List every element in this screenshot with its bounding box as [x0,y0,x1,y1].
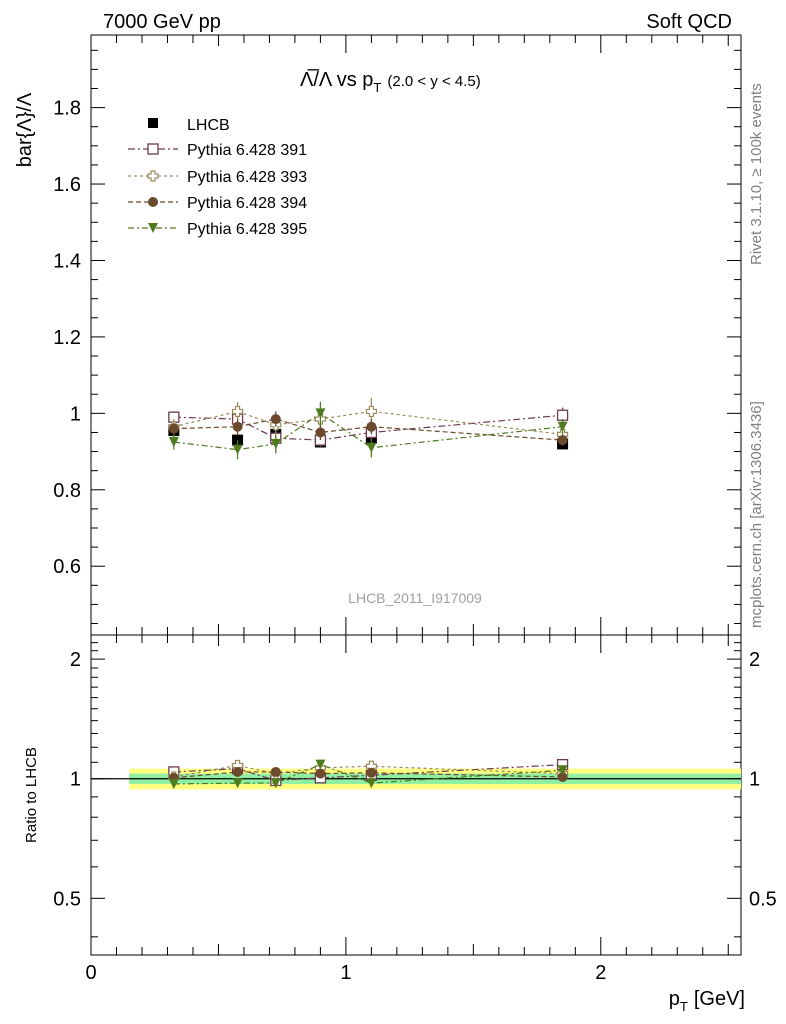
data-point-p394 [270,414,281,425]
legend-entry-lhcb: LHCB [148,117,230,134]
ratio-point-p395 [168,778,179,789]
legend-label-393: Pythia 6.428 393 [187,169,307,186]
data-point-p395 [270,438,281,449]
legend-marker-lhcb [148,118,158,128]
ratio-line-p391 [173,764,563,782]
ratio-point-p394 [557,771,568,782]
main-y-tick-label: 1.4 [53,250,81,272]
main-y-tick-label: 1 [70,403,81,425]
data-point-p395 [315,408,326,419]
x-tick-label: 0 [85,962,96,984]
x-axis-label-unit: [GeV] [694,988,745,1010]
ratio-point-p395 [232,778,243,789]
main-series-p395 [168,401,568,460]
x-tick-label: 2 [595,962,606,984]
ratio-point-p394 [315,768,326,779]
ratio-point-p395 [270,778,281,789]
main-series-group [168,398,569,460]
main-y-tick-label: 1.8 [53,98,81,120]
legend-marker-395 [148,223,158,233]
chart-title-main: Λ̅/Λ vs p [300,68,373,91]
ratio-series-p395 [168,759,568,789]
legend-entry-394: Pythia 6.428 394 [128,195,307,212]
main-y-axis-label: bar{Λ}/Λ [14,92,36,167]
ratio-point-p395 [315,759,326,770]
legend-label-394: Pythia 6.428 394 [187,195,307,212]
legend: LHCB Pythia 6.428 391 Pythia 6.428 393 P… [128,117,307,238]
ratio-line-p395 [173,763,563,785]
x-axis-label: pT [GeV] [669,988,745,1014]
legend-marker-393 [147,170,159,182]
ratio-point-p395 [557,765,568,776]
chart-title-subscript: T [373,80,381,95]
header-right: Soft QCD [646,11,732,33]
main-y-tick-label: 0.6 [53,556,81,578]
mcplots-label: mcplots.cern.ch [arXiv:1306.3436] [748,401,765,628]
ratio-band [91,768,741,790]
watermark: LHCB_2011_I917009 [348,590,482,606]
main-y-tick-label: 1.6 [53,174,81,196]
ratio-y-tick-label: 1 [70,769,81,791]
ratio-series-group [168,758,569,789]
x-tick-label: 1 [340,962,351,984]
legend-entry-395: Pythia 6.428 395 [128,221,307,238]
x-axis-label-subscript: T [680,999,688,1014]
ratio-y-tick-label-right: 1 [749,769,760,791]
chart-title-range: (2.0 < y < 4.5) [387,73,480,90]
series-line-p394 [173,418,563,441]
ratio-line-p393 [173,764,563,778]
data-point-p394 [557,435,568,446]
ratio-y-ticks: 0.5 0.5 1 1 2 2 [53,642,777,938]
data-point-p394 [366,421,377,432]
data-point-p395 [232,444,243,455]
main-y-tick-label: 1.2 [53,327,81,349]
data-point-p395 [557,421,568,432]
main-series-p394 [168,411,568,446]
data-point-p395 [366,442,377,453]
legend-entry-393: Pythia 6.428 393 [128,169,307,186]
data-point-p394 [168,423,179,434]
data-point-p391 [556,409,569,421]
data-point-p395 [168,437,179,448]
header-left: 7000 GeV pp [103,11,221,33]
ratio-y-tick-label-right: 2 [749,649,760,671]
rivet-label: Rivet 3.1.10, ≥ 100k events [748,83,765,265]
main-y-ticks: 0.6 0.8 1 1.2 1.4 1.6 1.8 [53,49,741,625]
x-axis-label-main: p [669,988,680,1010]
ratio-x-ticks: 0 1 2 [85,635,729,984]
data-point-p393 [231,405,244,418]
main-y-tick-label: 0.8 [53,480,81,502]
ratio-point-p394 [366,767,377,778]
ratio-point-p394 [270,766,281,777]
data-point-p394 [232,421,243,432]
chart-title: Λ̅/Λ vs pT (2.0 < y < 4.5) [300,68,481,95]
ratio-panel: 0.5 0.5 1 1 2 2 0 1 2 Ratio to LHCB pT [GeV] [23,634,777,1014]
legend-entry-391: Pythia 6.428 391 [128,142,307,159]
legend-label-395: Pythia 6.428 395 [187,221,307,238]
legend-marker-391 [147,143,159,155]
main-panel: 0.6 0.8 1 1.2 1.4 1.6 1.8 bar{Λ}/Λ Λ̅/Λ vs pT (… [14,34,742,636]
legend-label-391: Pythia 6.428 391 [187,142,307,159]
data-point-p394 [315,427,326,438]
ratio-point-p394 [232,766,243,777]
main-x-ticks [90,35,729,635]
ratio-y-axis-label: Ratio to LHCB [23,747,40,843]
legend-label-lhcb: LHCB [187,117,230,134]
data-point-p393 [365,405,377,418]
ratio-y-tick-label-right: 0.5 [749,888,777,910]
series-line-p395 [173,412,563,451]
ratio-y-tick-label: 0.5 [53,888,81,910]
ratio-line-p394 [173,771,563,779]
ratio-plot-frame [90,634,742,956]
ratio-point-p395 [366,778,377,789]
series-line-p393 [173,410,563,435]
legend-marker-394 [148,197,158,207]
ratio-y-tick-label: 2 [70,649,81,671]
